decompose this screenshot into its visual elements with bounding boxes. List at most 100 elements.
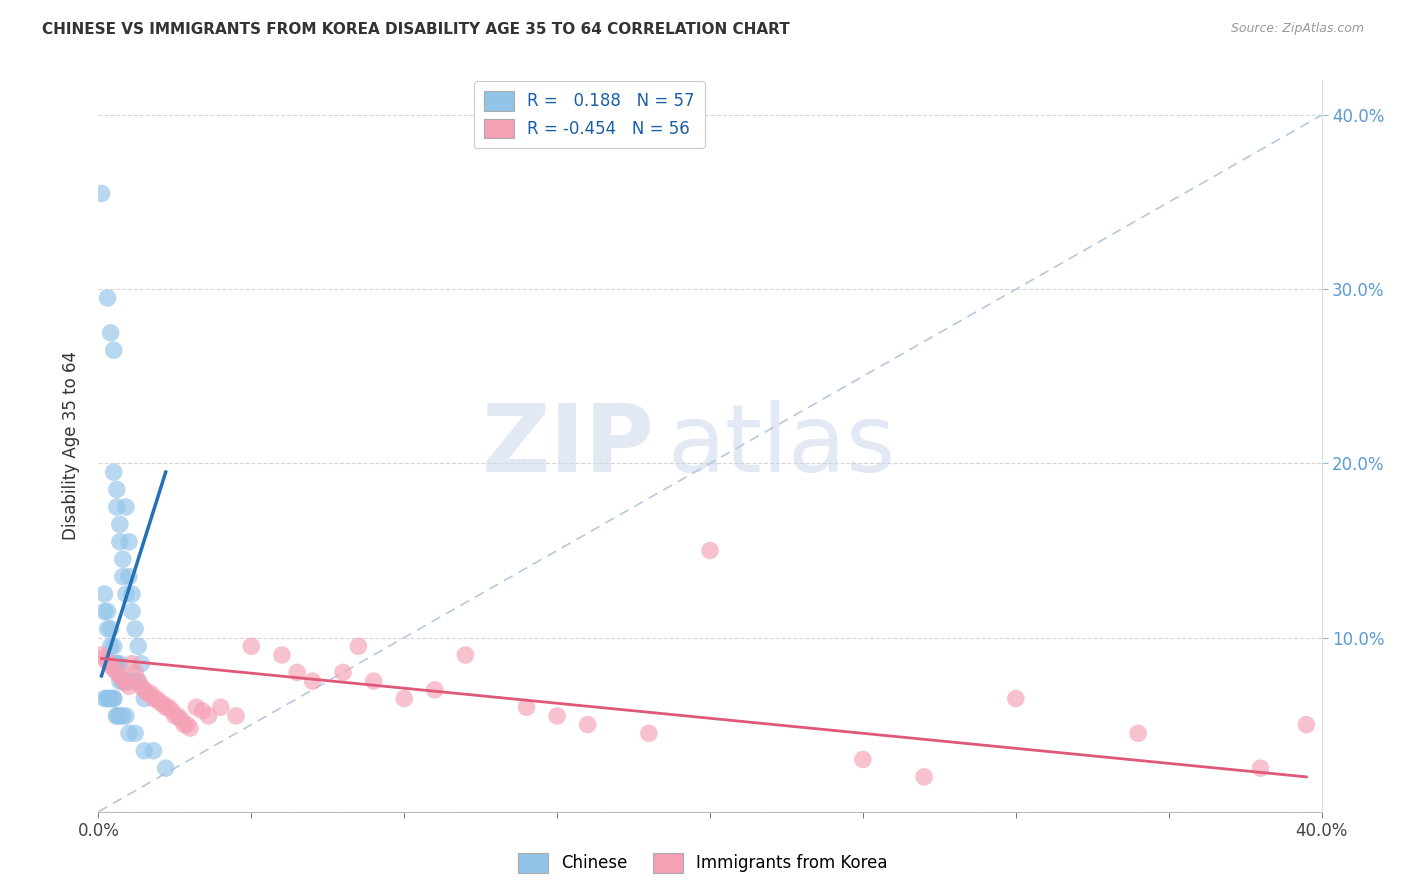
Point [1295,717,1317,731]
Legend: Chinese, Immigrants from Korea: Chinese, Immigrants from Korea [512,847,894,880]
Point [90,648,112,662]
Point [97,691,120,706]
Point [93,604,115,618]
Point [142,744,165,758]
Point [546,709,568,723]
Point [136,686,159,700]
Point [121,674,143,689]
Point [103,657,125,671]
Point [103,465,125,479]
Point [270,648,292,662]
Point [100,326,122,340]
Point [90,186,112,201]
Point [121,657,143,671]
Point [149,695,172,709]
Point [93,691,115,706]
Text: ZIP: ZIP [482,400,655,492]
Point [105,657,128,671]
Point [301,674,323,689]
Point [157,700,180,714]
Point [100,640,122,654]
Point [145,691,167,706]
Point [124,674,146,689]
Point [111,674,134,689]
Point [347,640,370,654]
Point [129,679,152,693]
Point [97,691,120,706]
Point [111,709,134,723]
Point [121,604,143,618]
Point [124,622,146,636]
Point [103,662,125,676]
Point [108,674,131,689]
Point [105,657,128,671]
Point [516,700,538,714]
Point [115,709,138,723]
Point [100,691,122,706]
Point [392,691,416,706]
Point [134,744,156,758]
Point [105,665,128,680]
Point [127,674,149,689]
Point [97,604,120,618]
Point [118,569,141,583]
Point [111,569,134,583]
Text: atlas: atlas [668,400,896,492]
Point [576,717,599,731]
Legend: R =   0.188   N = 57, R = -0.454   N = 56: R = 0.188 N = 57, R = -0.454 N = 56 [474,81,704,148]
Point [152,697,174,711]
Point [454,648,477,662]
Point [115,674,138,689]
Point [1128,726,1150,740]
Point [103,691,125,706]
Point [118,679,141,693]
Point [173,717,195,731]
Point [121,587,143,601]
Point [127,674,149,689]
Point [134,691,156,706]
Text: Source: ZipAtlas.com: Source: ZipAtlas.com [1230,22,1364,36]
Point [363,674,385,689]
Point [139,686,162,700]
Point [111,674,134,689]
Point [155,761,177,775]
Point [93,651,115,665]
Point [111,673,134,687]
Point [124,665,146,680]
Point [176,717,198,731]
Point [108,669,131,683]
Point [285,665,308,680]
Point [209,700,232,714]
Point [118,674,141,689]
Point [134,682,156,697]
Point [108,534,131,549]
Point [160,704,183,718]
Point [115,500,138,514]
Point [170,713,193,727]
Point [108,517,131,532]
Point [191,704,214,718]
Point [197,709,219,723]
Y-axis label: Disability Age 35 to 64: Disability Age 35 to 64 [62,351,80,541]
Point [108,709,131,723]
Point [103,343,125,358]
Point [103,691,125,706]
Point [100,622,122,636]
Point [127,640,149,654]
Point [186,700,208,714]
Point [167,709,190,723]
Point [852,752,875,766]
Point [912,770,935,784]
Point [1249,761,1271,775]
Point [142,691,165,706]
Point [93,587,115,601]
Point [115,676,138,690]
Point [423,682,446,697]
Point [118,726,141,740]
Point [163,709,186,723]
Point [332,665,354,680]
Point [129,657,152,671]
Point [118,534,141,549]
Text: CHINESE VS IMMIGRANTS FROM KOREA DISABILITY AGE 35 TO 64 CORRELATION CHART: CHINESE VS IMMIGRANTS FROM KOREA DISABIL… [42,22,790,37]
Point [155,700,177,714]
